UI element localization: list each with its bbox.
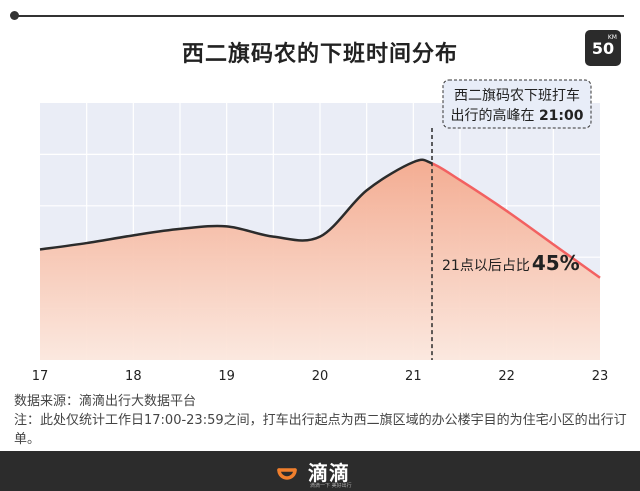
callout-line-2-prefix: 出行的高峰在	[450, 107, 538, 124]
brand-slogan: 滴滴一下 美好出行	[310, 483, 352, 489]
source-note: 数据来源：滴滴出行大数据平台 注：此处仅统计工作日17:00-23:59之间，打…	[14, 392, 629, 449]
share-label: 21点以后占比 45%	[442, 251, 580, 275]
callout-line-1: 西二旗码农下班打车	[454, 87, 580, 104]
x-tick-label: 21	[405, 369, 422, 384]
share-label-value: 45%	[532, 251, 580, 275]
series-line-highlight	[432, 162, 601, 279]
header-rule	[14, 15, 624, 17]
anniversary-badge: KM 50	[585, 30, 621, 66]
share-label-prefix: 21点以后占比	[442, 258, 530, 274]
x-tick-label: 17	[32, 369, 49, 384]
callout-line-2: 出行的高峰在 21:00	[450, 107, 583, 124]
chart-title: 西二旗码农的下班时间分布	[181, 42, 458, 67]
x-tick-label: 19	[218, 369, 235, 384]
x-tick-label: 20	[312, 369, 329, 384]
area-fill	[40, 159, 600, 360]
x-tick-label: 18	[125, 369, 142, 384]
note-line: 注：此处仅统计工作日17:00-23:59之间，打车出行起点为西二旗区域的办公楼…	[14, 413, 627, 447]
source-line: 数据来源：滴滴出行大数据平台	[14, 394, 197, 409]
didi-logo-icon	[277, 468, 297, 480]
badge-sub: KM	[607, 34, 617, 41]
footer-bar	[0, 451, 640, 491]
peak-callout-box	[442, 79, 592, 129]
callout-peak-time: 21:00	[539, 108, 584, 124]
x-tick-label: 23	[592, 369, 609, 384]
badge-number: 50	[591, 38, 615, 58]
didi-logo: 滴滴	[274, 455, 374, 487]
brand-name: 滴滴	[308, 460, 350, 485]
x-tick-label: 22	[498, 369, 515, 384]
series-line	[39, 158, 432, 251]
